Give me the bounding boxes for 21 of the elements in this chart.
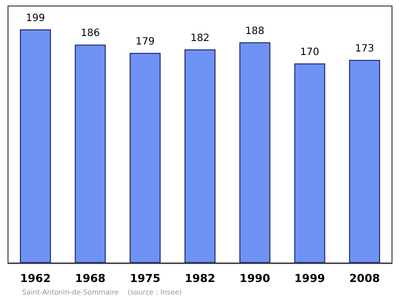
bar [74, 44, 106, 263]
data-label: 179 [136, 36, 155, 48]
data-label: 188 [245, 26, 264, 37]
data-label: 186 [80, 28, 100, 40]
x-tick-label: 1968 [74, 272, 106, 285]
data-label: 173 [355, 43, 374, 54]
x-tick-label: 1999 [294, 272, 326, 285]
bar [239, 42, 270, 263]
data-label: 182 [190, 32, 210, 44]
x-tick-label: 2008 [349, 272, 380, 285]
x-tick-label: 1975 [130, 272, 160, 285]
bar [130, 52, 161, 263]
x-tick-label: 1990 [240, 272, 271, 285]
x-tick-label: 1962 [20, 272, 51, 285]
bar [20, 29, 51, 263]
x-tick-label: 1982 [184, 272, 216, 285]
data-label: 199 [26, 12, 45, 24]
bar [184, 49, 216, 263]
bar [349, 60, 380, 263]
data-label: 170 [300, 46, 320, 58]
bar [294, 63, 326, 263]
